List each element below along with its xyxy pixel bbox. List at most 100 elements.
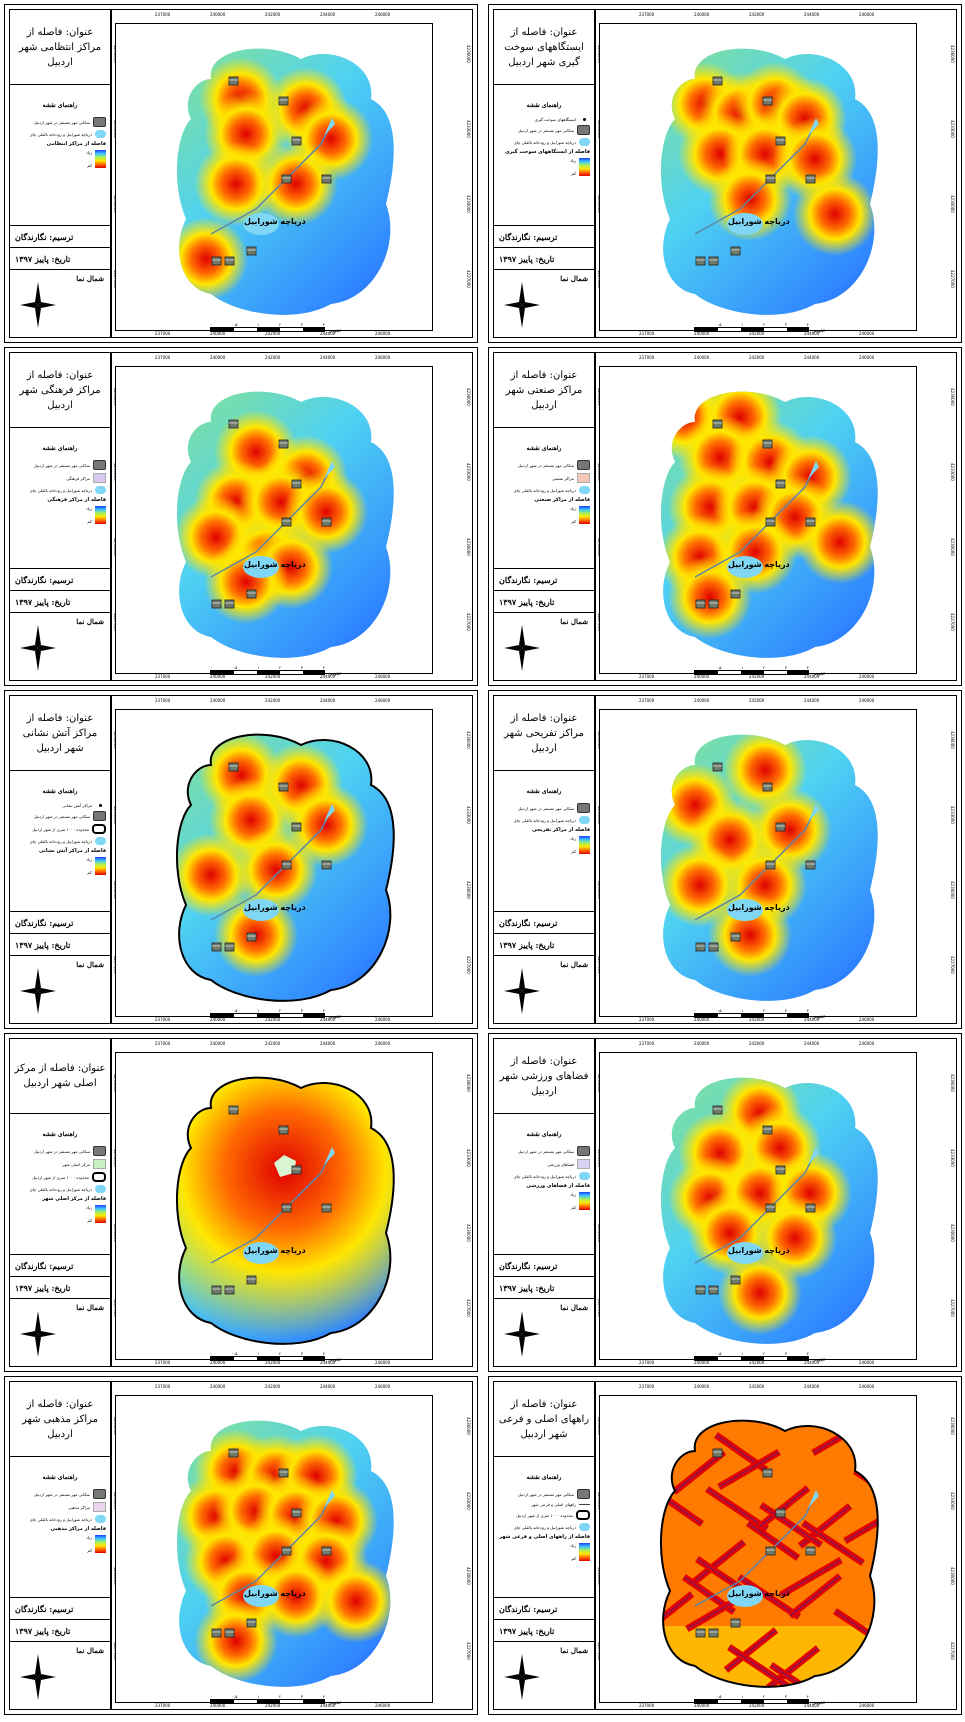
legend-items: راهنمای نقشه سکانی مهر مستقر در شهر اردبی… [10, 427, 110, 569]
legend-heading: راهنمای نقشه [42, 1474, 78, 1481]
x-tick-label: 240000 [694, 12, 710, 17]
x-tick-label: 246000 [859, 1017, 875, 1022]
building-icon [730, 1275, 741, 1285]
building-icon [228, 76, 239, 86]
legend-item: دریاچه شورابیل و رودخانه بالقلی چای [498, 816, 590, 824]
x-tick-label: 237000 [639, 1703, 655, 1708]
legend-items: راهنمای نقشه سکانی مهر مستقر در شهر اردبی… [10, 84, 110, 226]
ramp-bar [95, 857, 106, 875]
scale-bar-graphic [210, 1699, 325, 1704]
legend-heading: راهنمای نقشه [526, 445, 562, 452]
north-arrow-box: شمال نما [494, 270, 594, 337]
building-icon [246, 1275, 257, 1285]
y-tick-label: 4236000 [950, 388, 955, 406]
x-tick-label: 244000 [320, 1384, 336, 1389]
y-tick-label: 4227000 [466, 956, 471, 974]
map-panel: عنوان: فاصله از مراکز صنعتی شهر اردبیل را… [488, 347, 962, 686]
building-icon [805, 174, 816, 184]
north-arrow-icon [504, 1311, 540, 1357]
ramp-title-label: فاصله از مراکز تفریحی [532, 827, 590, 833]
lake-icon [579, 138, 590, 146]
x-tick-label: 240000 [210, 12, 226, 17]
y-tick-label: 4233000 [466, 120, 471, 138]
x-tick-label: 240000 [210, 1041, 226, 1046]
legend-item: محدوده ۱۰۰۰ متری از شهر اردبیل [498, 1510, 590, 1520]
legend-item: مراکز فرهنگی [14, 473, 106, 483]
y-tick-label: 4233000 [466, 463, 471, 481]
building-icon [281, 1546, 292, 1556]
ramp-title: فاصله از مراکز فرهنگی [14, 497, 106, 503]
lake-label: دریاچه شورابیل [244, 903, 306, 912]
legend-item-label: دریاچه شورابیل و رودخانه بالقلی چای [29, 1186, 92, 1192]
scale-number: ۲ [279, 1008, 282, 1013]
north-arrow-icon [504, 625, 540, 671]
building-icon [321, 860, 332, 870]
y-tick-label: 4236000 [950, 731, 955, 749]
x-tick-label: 237000 [155, 355, 171, 360]
building-icon [93, 117, 106, 127]
north-arrow-box: شمال نما [494, 613, 594, 680]
ramp-low: کم [87, 870, 92, 875]
scale-number: ۳ [300, 322, 304, 327]
building-icon [577, 460, 590, 470]
building-icon [708, 942, 719, 952]
scale-number: ۰.۵ [715, 1351, 722, 1356]
y-tick-label: 4236000 [950, 1074, 955, 1092]
drawn-by: ترسیم: نگارندگان [10, 1255, 110, 1277]
scale-number: ۲ [763, 1008, 766, 1013]
legend-heading: راهنمای نقشه [42, 788, 78, 795]
legend-heading: راهنمای نقشه [42, 102, 78, 109]
scale-bar-graphic [694, 1013, 809, 1018]
y-tick-label: 4236000 [466, 731, 471, 749]
legend-items: راهنمای نقشه سکانی مهر مستقر در شهر اردبی… [494, 1456, 594, 1598]
building-icon [775, 479, 786, 489]
x-tick-label: 244000 [320, 1360, 336, 1365]
drawn-by: ترسیم: نگارندگان [494, 1598, 594, 1620]
x-tick-label: 246000 [375, 698, 391, 703]
ramp-title: فاصله از راههای اصلی و فرعی شهر [498, 1534, 590, 1540]
scale-number: ۰.۵ [231, 322, 238, 327]
legend-item-label: سکانی مهر مستقر در شهر اردبیل [33, 1148, 90, 1154]
x-tick-label: 244000 [320, 1041, 336, 1046]
ramp-title-label: فاصله از مرکز اصلی شهر [42, 1196, 106, 1202]
scale-number: ۱ [741, 322, 744, 327]
legend-item: فضاهای ورزشی [498, 1159, 590, 1169]
scale-bar-graphic [210, 327, 325, 332]
building-icon [224, 599, 235, 609]
scale-unit: کیلومتر [328, 1014, 341, 1019]
x-tick-label: 237000 [155, 1703, 171, 1708]
map-frame [595, 9, 957, 338]
building-icon [730, 932, 741, 942]
x-tick-label: 242000 [265, 674, 281, 679]
scale-number: ۱ [741, 1008, 744, 1013]
x-tick-label: 244000 [804, 698, 820, 703]
x-tick-label: 237000 [155, 331, 171, 336]
x-tick-label: 244000 [804, 12, 820, 17]
x-tick-label: 240000 [210, 1017, 226, 1022]
legend-item-label: سکانی مهر مستقر در شهر اردبیل [517, 805, 574, 811]
map-legend: عنوان: فاصله از مراکز مذهبی شهر اردبیل را… [9, 1381, 111, 1710]
x-tick-label: 242000 [265, 1017, 281, 1022]
x-tick-label: 246000 [859, 1384, 875, 1389]
x-tick-label: 237000 [155, 1041, 171, 1046]
map-legend: عنوان: فاصله از مراکز فرهنگی شهر اردبیل ر… [9, 352, 111, 681]
scale-unit: کیلومتر [812, 328, 825, 333]
scale-number: ۳ [784, 1008, 788, 1013]
scale-bar-graphic [210, 670, 325, 675]
scale-number: ۴ [322, 1351, 325, 1356]
legend-item-label: سکانی مهر مستقر در شهر اردبیل [517, 1148, 574, 1154]
x-tick-label: 244000 [804, 1360, 820, 1365]
x-tick-label: 240000 [694, 674, 710, 679]
scale-number: ۴ [322, 322, 325, 327]
legend-item-label: دریاچه شورابیل و رودخانه بالقلی چای [29, 131, 92, 137]
road-line-icon [579, 1504, 590, 1505]
drawn-by: ترسیم: نگارندگان [494, 226, 594, 248]
x-tick-label: 242000 [265, 1360, 281, 1365]
x-tick-label: 244000 [320, 1017, 336, 1022]
ramp-title-label: فاصله از مراکز انتظامی [46, 141, 106, 147]
y-tick-label: 4230000 [950, 881, 955, 899]
ramp-title: فاصله از مراکز صنعتی [498, 497, 590, 503]
building-icon [712, 419, 723, 429]
ramp-title-label: فاصله از راههای اصلی و فرعی شهر [499, 1534, 590, 1540]
north-arrow-box: شمال نما [10, 1299, 110, 1366]
